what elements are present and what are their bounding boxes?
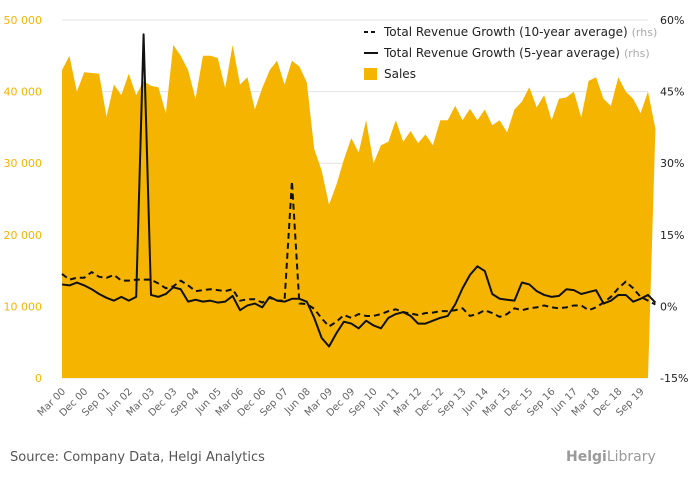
logo-part-1: Helgi [566,449,607,465]
source-note: Source: Company Data, Helgi Analytics [10,450,265,465]
y-right-tick-label: 15% [660,229,684,242]
line-total-revenue-growth-10-year-average [61,180,656,328]
legend-label: Total Revenue Growth (10-year average) (r… [383,25,657,39]
legend-rhs-suffix: (rhs) [624,47,650,60]
y-right-tick-label: -15% [660,372,688,385]
y-left-tick-label: 10 000 [4,300,43,313]
y-axis-right: -15% 0% 15% 30% 45% 60% [660,14,688,385]
line-total-revenue-growth-5-year-average [61,33,657,348]
legend-rhs-suffix: (rhs) [632,26,658,39]
legend-label: Sales [384,67,416,81]
legend-label: Total Revenue Growth (5-year average) (rh… [383,46,650,60]
y-right-tick-label: 30% [660,157,684,170]
y-left-tick-label: 50 000 [4,14,43,27]
helgi-library-logo: HelgiLibrary [566,449,656,465]
y-axis-left: 0 10 000 20 000 30 000 40 000 50 000 [4,14,43,385]
y-left-tick-label: 40 000 [4,86,43,99]
legend-swatch-sales [364,68,377,80]
y-left-tick-label: 30 000 [4,157,43,170]
y-left-tick-label: 0 [35,372,42,385]
y-right-tick-label: 0% [660,300,677,313]
area-sales [62,45,656,379]
growth-lines-layer [61,33,657,348]
logo-part-2: Library [606,449,656,465]
legend: Total Revenue Growth (10-year average) (r… [364,25,657,81]
y-right-tick-label: 60% [660,14,684,27]
sales-area-layer [62,45,656,379]
y-right-tick-label: 45% [660,86,684,99]
y-left-tick-label: 20 000 [4,229,43,242]
